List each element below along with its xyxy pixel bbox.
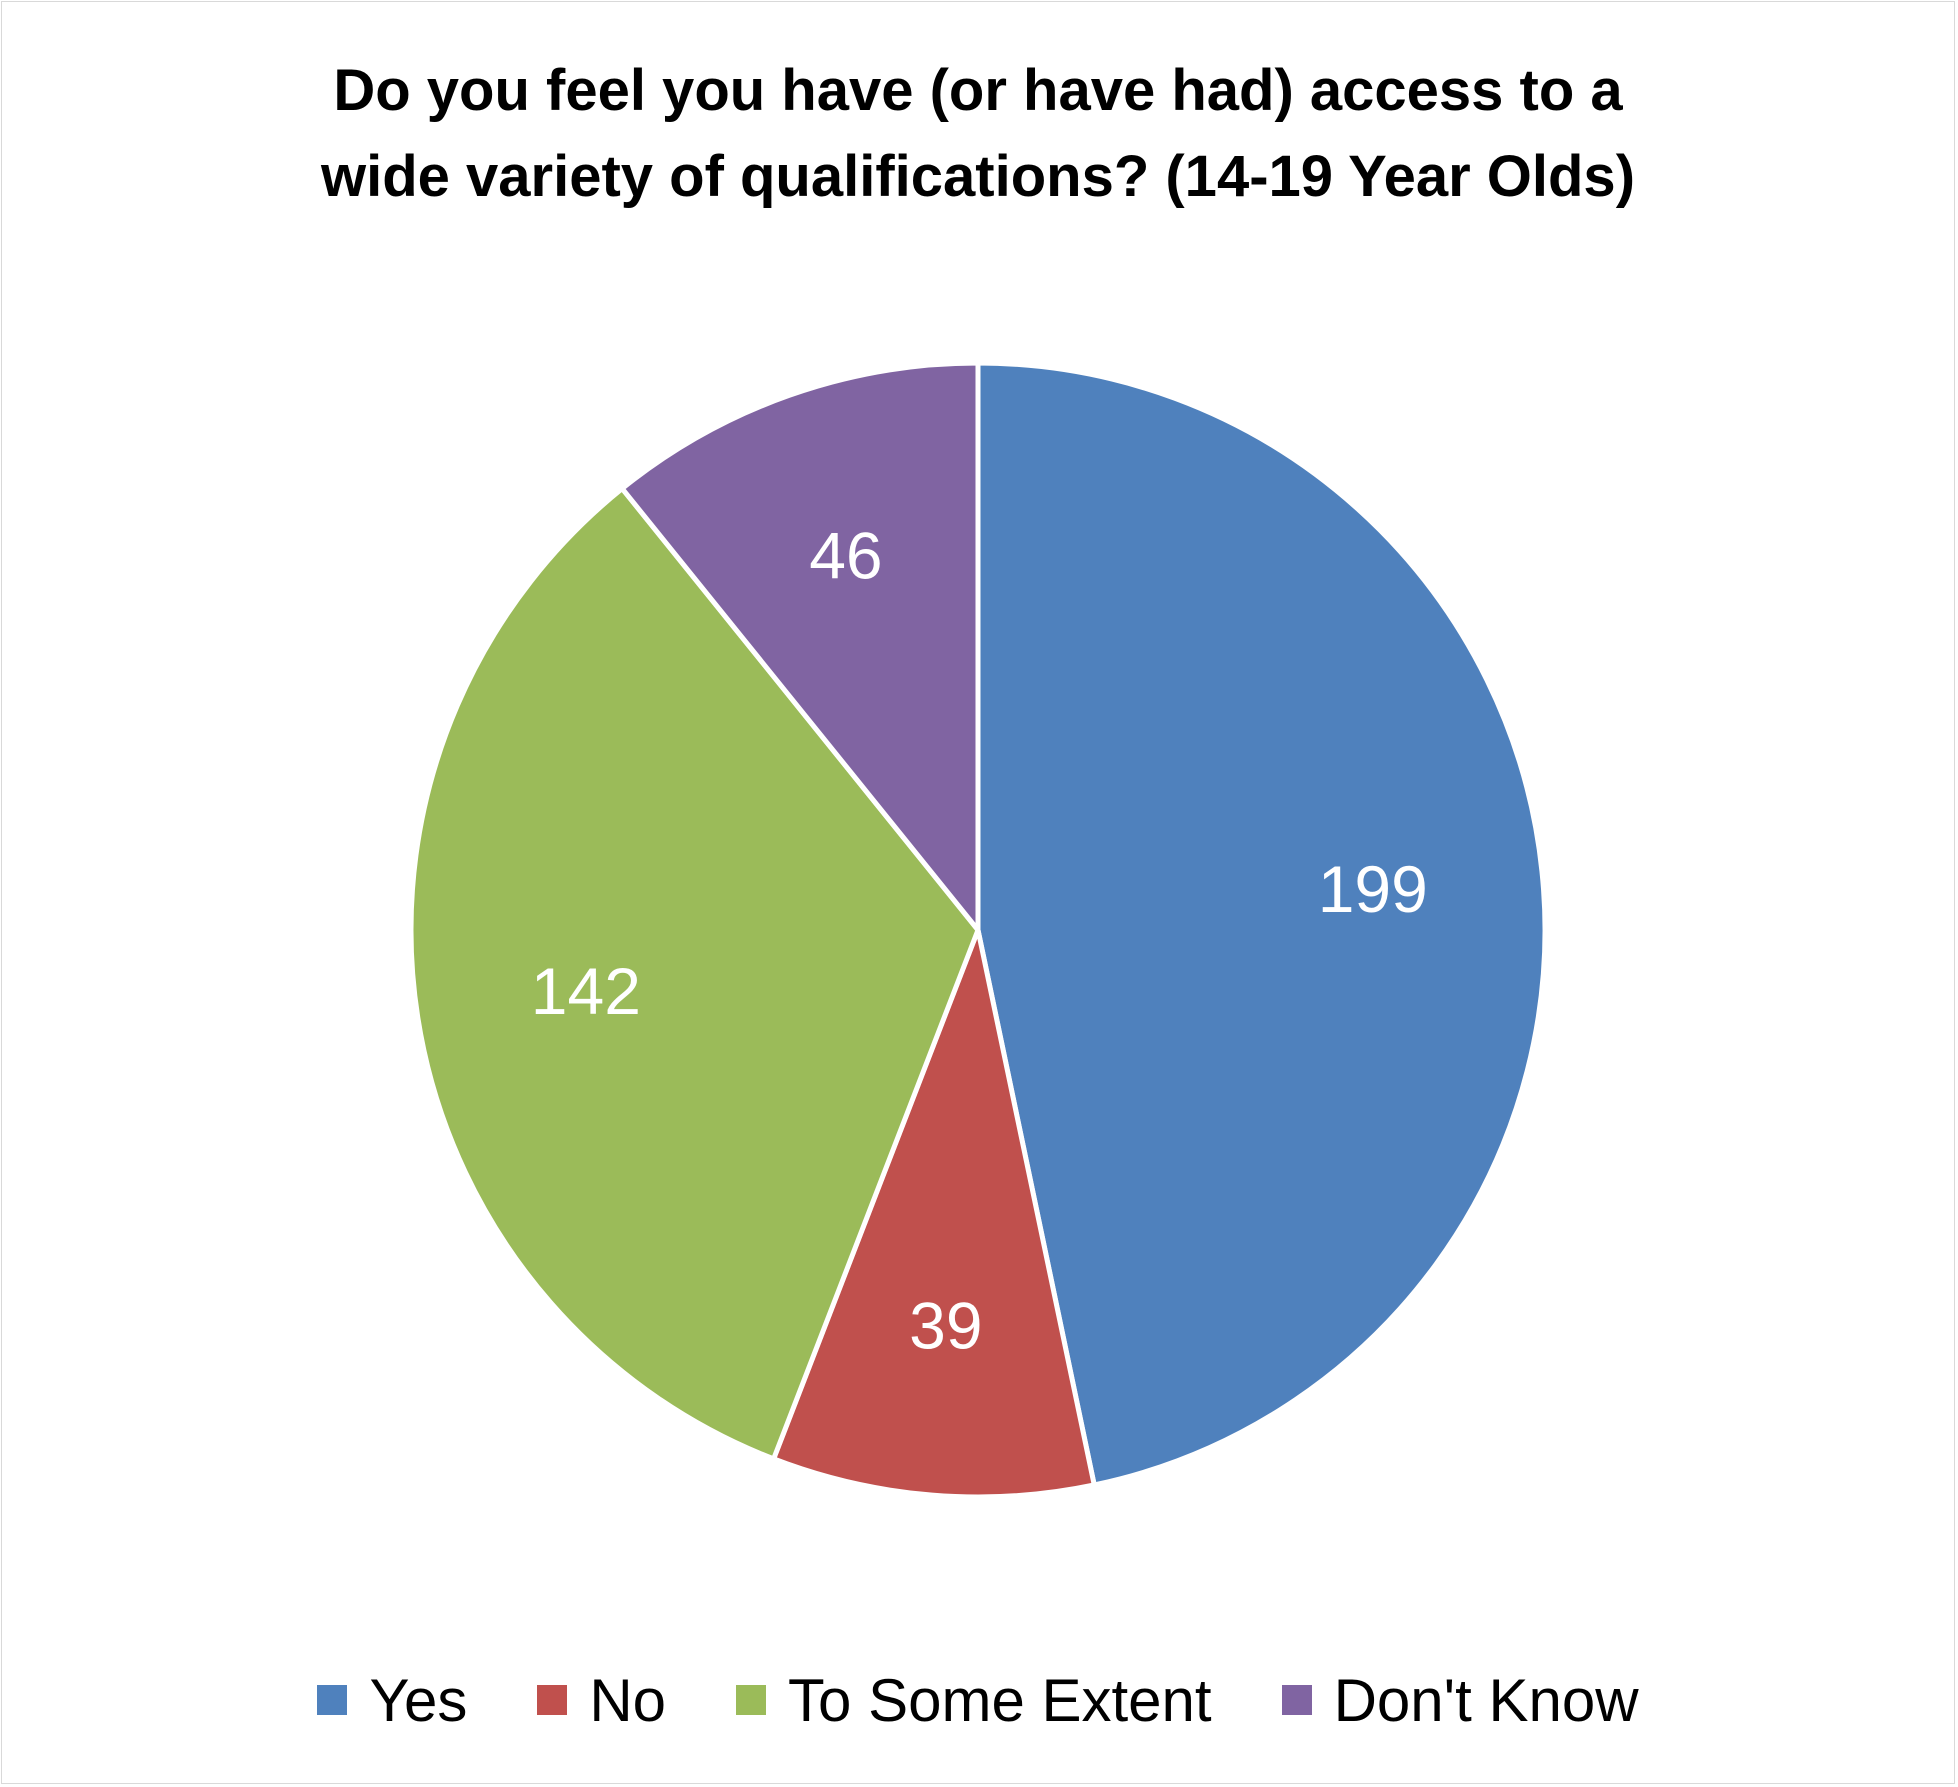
- legend-label-yes: Yes: [369, 1666, 468, 1734]
- legend-swatch-to-some-extent: [736, 1685, 767, 1715]
- legend-item-no[interactable]: No: [537, 1666, 666, 1735]
- data-label-yes: 199: [1318, 852, 1428, 926]
- pie-slice-no[interactable]: [771, 927, 1097, 1500]
- legend-label-dont-know: Don't Know: [1333, 1666, 1639, 1734]
- pie-slice-to-some-extent[interactable]: [408, 486, 981, 1462]
- legend-item-dont-know[interactable]: Don't Know: [1281, 1666, 1639, 1735]
- chart-title: Do you feel you have (or have had) acces…: [320, 58, 1636, 209]
- data-label-no: 39: [909, 1289, 982, 1363]
- legend: Yes No To Some Extent Don't Know: [0, 1660, 1956, 1740]
- legend-label-to-some-extent: To Some Extent: [788, 1666, 1212, 1734]
- pie-slice-dont-know[interactable]: [619, 360, 981, 933]
- data-label-to-some-extent: 142: [531, 954, 641, 1028]
- legend-swatch-yes: [317, 1685, 348, 1715]
- legend-item-yes[interactable]: Yes: [317, 1666, 467, 1735]
- legend-label-no: No: [589, 1666, 667, 1734]
- pie-slice-yes[interactable]: [975, 360, 1548, 1488]
- legend-swatch-no: [537, 1685, 568, 1715]
- legend-swatch-dont-know: [1281, 1685, 1312, 1715]
- legend-item-to-some-extent[interactable]: To Some Extent: [736, 1666, 1212, 1735]
- data-label-dont-know: 46: [809, 519, 882, 593]
